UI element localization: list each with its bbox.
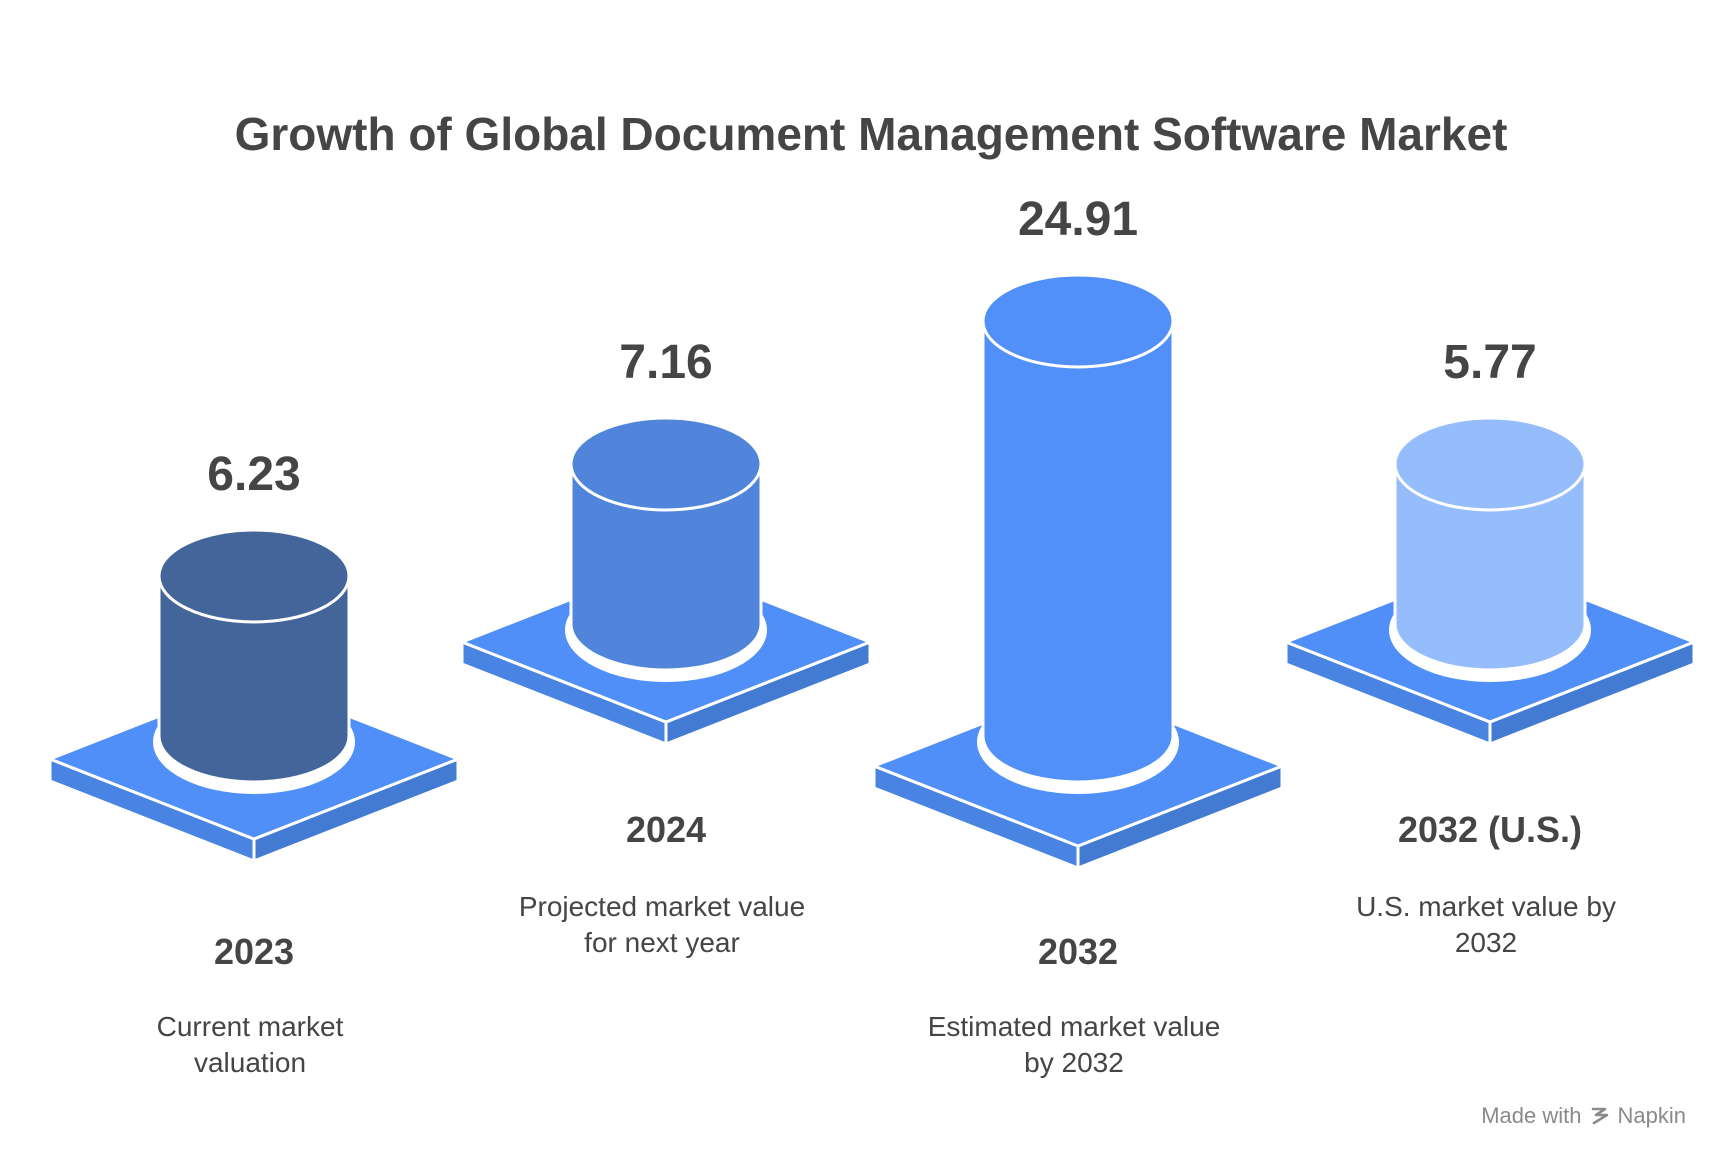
category-label: 2024 (626, 809, 706, 850)
cylinder-body (569, 462, 763, 672)
bar-4: 5.77 2032 (U.S.) U.S. market value by 2032 (1284, 336, 1696, 958)
value-label: 6.23 (207, 448, 300, 501)
value-label: 5.77 (1443, 336, 1536, 389)
description-line: Projected market value (519, 891, 805, 922)
made-with-credit: Made with Napkin (1481, 1103, 1686, 1129)
description-line: for next year (584, 927, 740, 958)
bar-3: 24.91 2032 Estimated market value by 2032 (872, 193, 1284, 1078)
category-description: U.S. market value by 2032 (1356, 891, 1616, 958)
cylinder-body (1393, 462, 1587, 672)
description-line: Current market (157, 1011, 344, 1042)
chart-marks: 6.23 2023 Current market valuation 7.16 2024 P… (48, 193, 1696, 1078)
category-description: Current market valuation (157, 1011, 344, 1078)
description-line: 2032 (1455, 927, 1517, 958)
description-line: valuation (194, 1047, 306, 1078)
cylinder-body (981, 319, 1175, 784)
bar-1: 6.23 2023 Current market valuation (48, 448, 460, 1078)
description-line: U.S. market value by (1356, 891, 1616, 922)
made-with-label: Made with (1481, 1103, 1582, 1128)
category-description: Projected market value for next year (519, 891, 805, 958)
category-label: 2023 (214, 931, 294, 972)
cylinder-top (981, 273, 1175, 369)
cylinder-body (157, 574, 351, 784)
value-label: 7.16 (619, 336, 712, 389)
category-description: Estimated market value by 2032 (928, 1011, 1221, 1078)
category-label: 2032 (1038, 931, 1118, 972)
description-line: Estimated market value (928, 1011, 1221, 1042)
bar-2: 7.16 2024 Projected market value for next y… (460, 336, 872, 958)
description-line: by 2032 (1024, 1047, 1124, 1078)
napkin-brand-label: Napkin (1617, 1103, 1686, 1128)
chart-title: Growth of Global Document Management Sof… (235, 108, 1508, 160)
cylinder-top (157, 528, 351, 624)
cylinder-top (1393, 416, 1587, 512)
napkin-logo-icon (1591, 1107, 1608, 1125)
cylinder-top (569, 416, 763, 512)
category-label: 2032 (U.S.) (1398, 809, 1582, 850)
value-label: 24.91 (1018, 193, 1138, 246)
